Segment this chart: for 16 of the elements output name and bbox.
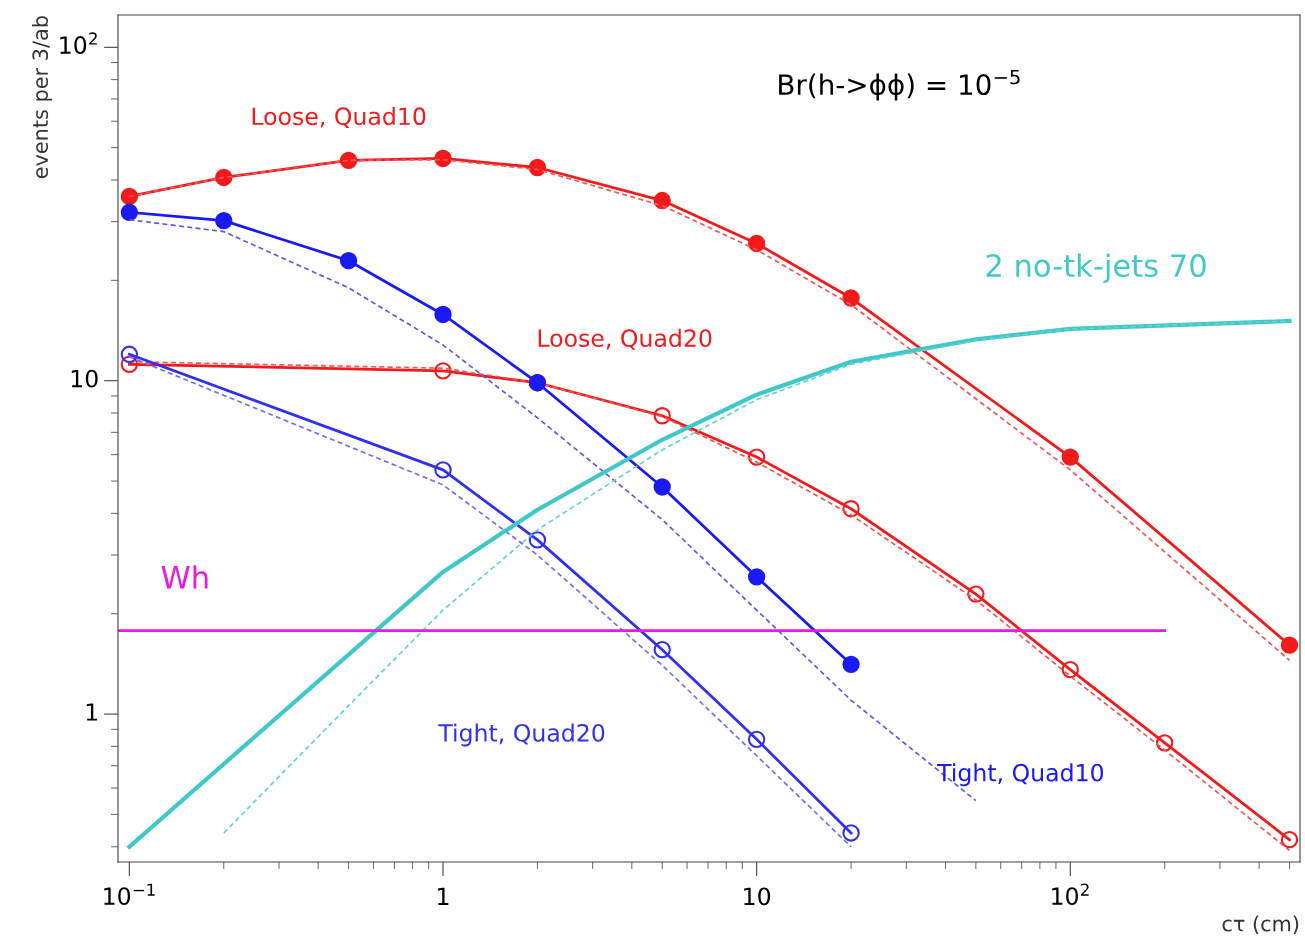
series-label: Loose, Quad10 [252,106,426,128]
x-tick-label: 1 [438,887,449,905]
series-label: 2 no-tk-jets 70 [986,253,1206,284]
y-tick-label: 1 [86,703,98,721]
series-label: Wh [161,565,208,589]
x-tick-label: 10$^{−1}$ [104,883,155,906]
y-tick-label: 10 [71,369,98,388]
x-axis-title: cτ (cm) [1222,915,1299,934]
annotation: Br(h->ϕϕ) = 10$^{−5}$ [779,69,1020,101]
series-label: Loose, Quad20 [538,328,712,350]
text: Tight, Quad20 [438,723,605,747]
x-tick-label: 10 [744,887,771,906]
text: Tight, Quad10 [937,763,1104,787]
x-tick-label: 10$^{2}$ [1052,883,1089,906]
y-axis-title: events per 3/ab [31,16,53,179]
y-tick-label: 10$^{2}$ [60,32,97,54]
